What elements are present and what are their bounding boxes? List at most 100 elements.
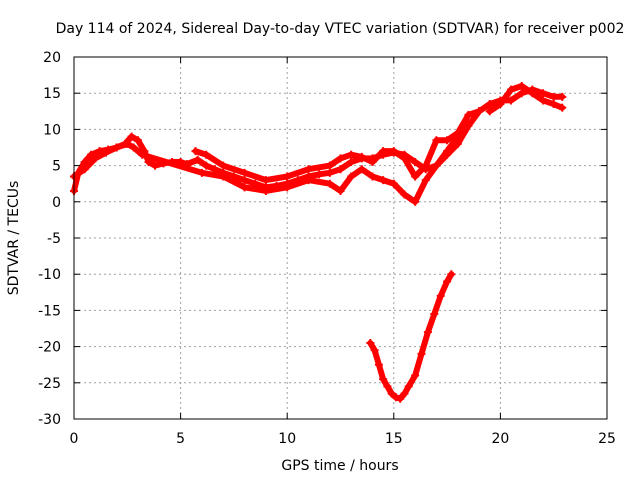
y-tick-label: 5 xyxy=(52,159,61,175)
data-point xyxy=(432,161,441,170)
x-tick-label: 10 xyxy=(278,431,296,447)
data-point xyxy=(411,157,420,166)
y-tick-label: -20 xyxy=(38,340,61,356)
x-axis-label: GPS time / hours xyxy=(281,458,398,474)
data-point xyxy=(347,157,356,166)
data-point xyxy=(432,136,441,145)
data-point xyxy=(357,152,366,161)
chart-title: Day 114 of 2024, Sidereal Day-to-day VTE… xyxy=(56,21,625,37)
data-point xyxy=(391,393,400,402)
data-point xyxy=(219,161,228,170)
data-point xyxy=(336,186,345,195)
series-lower-band xyxy=(70,132,462,206)
data-point xyxy=(475,107,484,116)
data-point xyxy=(368,157,377,166)
data-point xyxy=(315,170,324,179)
data-point xyxy=(283,183,292,192)
series-upper-band xyxy=(191,107,484,185)
data-point xyxy=(240,176,249,185)
data-point xyxy=(368,172,377,181)
data-point xyxy=(219,172,228,181)
y-tick-label: 10 xyxy=(43,122,61,138)
data-point xyxy=(374,360,383,369)
x-tick-label: 20 xyxy=(491,431,509,447)
data-point xyxy=(202,150,211,159)
data-point xyxy=(379,375,388,384)
data-point xyxy=(400,154,409,163)
data-point xyxy=(261,176,270,185)
data-point xyxy=(387,389,396,398)
data-point xyxy=(464,110,473,119)
data-point xyxy=(127,132,136,141)
x-tick-label: 0 xyxy=(70,431,79,447)
data-point xyxy=(101,148,110,157)
data-point xyxy=(304,176,313,185)
data-point xyxy=(443,136,452,145)
y-tick-label: -5 xyxy=(47,231,61,247)
data-point xyxy=(138,150,147,159)
data-point xyxy=(197,168,206,177)
data-point xyxy=(123,139,132,148)
data-point xyxy=(400,389,409,398)
data-point xyxy=(389,147,398,156)
data-point xyxy=(202,161,211,170)
data-point xyxy=(453,129,462,138)
data-point xyxy=(261,186,270,195)
series-main xyxy=(70,85,567,195)
data-point xyxy=(447,270,456,279)
data-point xyxy=(507,96,516,105)
data-point xyxy=(325,168,334,177)
data-point xyxy=(423,328,432,337)
data-point xyxy=(496,100,505,109)
data-point xyxy=(421,161,430,170)
data-point xyxy=(325,161,334,170)
y-tick-label: 20 xyxy=(43,50,61,66)
data-point xyxy=(417,349,426,358)
data-point xyxy=(304,165,313,174)
data-point xyxy=(336,165,345,174)
data-point xyxy=(404,382,413,391)
data-point xyxy=(539,89,548,98)
data-point xyxy=(389,179,398,188)
data-point xyxy=(347,150,356,159)
data-point xyxy=(347,172,356,181)
data-point xyxy=(283,172,292,181)
data-point xyxy=(528,89,537,98)
data-point xyxy=(370,346,379,355)
data-point xyxy=(421,176,430,185)
series-late-band xyxy=(485,81,567,116)
series-line xyxy=(192,108,483,184)
data-point xyxy=(366,338,375,347)
data-point xyxy=(325,179,334,188)
data-point xyxy=(549,100,558,109)
data-point xyxy=(443,277,452,286)
data-point xyxy=(396,394,405,403)
x-tick-label: 5 xyxy=(176,431,185,447)
y-axis-label: SDTVAR / TECUs xyxy=(6,181,22,296)
data-point xyxy=(133,136,142,145)
data-point xyxy=(80,157,89,166)
data-point xyxy=(193,155,202,164)
data-point xyxy=(517,81,526,90)
data-point xyxy=(400,190,409,199)
data-point xyxy=(151,161,160,170)
data-point xyxy=(485,100,494,109)
data-point xyxy=(379,176,388,185)
data-point xyxy=(443,147,452,156)
y-tick-label: -30 xyxy=(38,412,61,428)
data-point xyxy=(539,96,548,105)
data-point xyxy=(549,92,558,101)
data-point xyxy=(383,382,392,391)
data-point xyxy=(80,165,89,174)
x-tick-label: 25 xyxy=(598,431,616,447)
data-point xyxy=(464,121,473,130)
data-point xyxy=(436,291,445,300)
data-point xyxy=(112,143,121,152)
y-tick-label: -25 xyxy=(38,376,61,392)
y-tick-label: 0 xyxy=(52,195,61,211)
data-point xyxy=(411,197,420,206)
data-point xyxy=(240,183,249,192)
data-point xyxy=(129,143,138,152)
